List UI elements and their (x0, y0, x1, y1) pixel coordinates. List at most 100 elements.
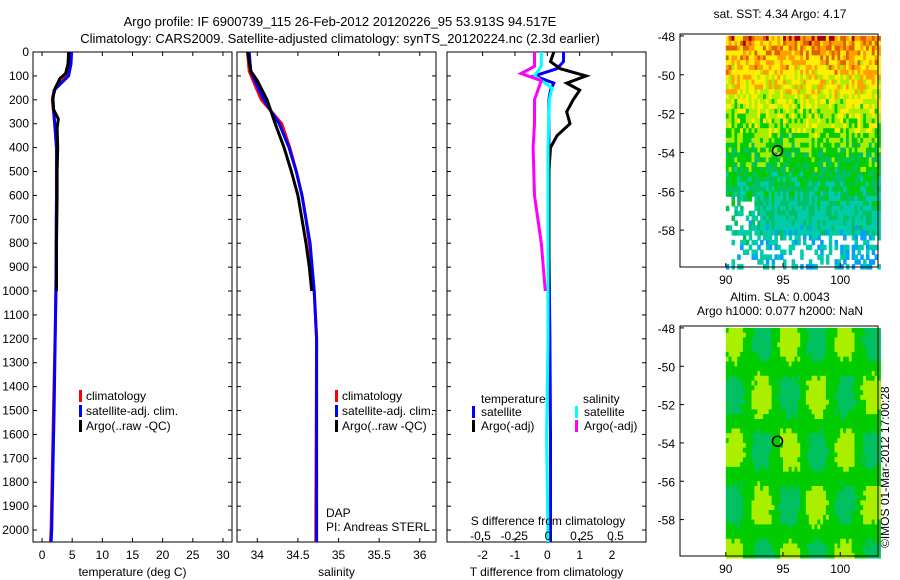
map-cell (854, 514, 858, 521)
map-cell (823, 351, 827, 358)
map-cell (868, 433, 873, 439)
map-cell (834, 210, 838, 217)
x-tick-label: 15 (126, 548, 140, 562)
map-cell (825, 414, 830, 420)
map-cell (785, 215, 790, 221)
map-cell (751, 538, 755, 545)
map-cell (834, 123, 838, 129)
map-cell (828, 171, 833, 178)
map-cell (774, 35, 778, 42)
map-cell (851, 514, 856, 521)
map-cell (800, 351, 804, 358)
map-cell (846, 157, 850, 163)
map-cell (851, 404, 856, 410)
map-cell (777, 505, 781, 511)
map-cell (871, 55, 876, 61)
map-cell (763, 225, 767, 231)
sla-map-title-1: Altim. SLA: 0.0043 (730, 290, 830, 304)
map-cell (805, 74, 810, 81)
map-cell (834, 404, 838, 410)
map-cell (734, 55, 738, 61)
map-cell (760, 74, 764, 81)
map-cell (783, 157, 787, 163)
map-cell (871, 380, 876, 386)
map-cell (800, 442, 804, 449)
map-cell (777, 79, 781, 86)
map-cell (725, 113, 730, 120)
map-cell (797, 385, 801, 391)
map-cell (837, 462, 841, 468)
map-cell (797, 235, 801, 241)
map-cell (823, 409, 827, 415)
map-cell (725, 351, 730, 358)
map-cell (768, 466, 773, 473)
map-cell (751, 486, 755, 492)
map-cell (765, 152, 770, 158)
map-cell (868, 366, 873, 372)
map-cell (800, 108, 804, 115)
map-cell (731, 347, 735, 353)
map-cell (814, 186, 818, 192)
map-cell (868, 191, 873, 197)
map-cell (794, 84, 798, 90)
map-cell (803, 176, 807, 183)
map-cell (765, 380, 770, 386)
map-cell (754, 404, 758, 410)
map-cell (877, 361, 881, 367)
map-cell (863, 500, 867, 506)
map-cell (837, 447, 841, 454)
map-cell (834, 337, 838, 343)
map-cell (866, 60, 870, 66)
map-cell (780, 361, 784, 367)
map-cell (731, 74, 735, 81)
map-cell (834, 457, 838, 463)
map-cell (737, 60, 741, 66)
map-cell (788, 380, 793, 386)
map-cell (846, 74, 850, 81)
map-cell (771, 375, 776, 382)
map-cell (797, 476, 801, 482)
map-cell (817, 399, 821, 406)
map-cell (757, 181, 761, 188)
map-cell (760, 404, 764, 410)
map-cell (848, 162, 853, 168)
map-cell (848, 519, 853, 525)
depth-tick-label: 200 (9, 93, 29, 107)
map-cell (765, 399, 770, 406)
map-cell (868, 529, 873, 535)
map-cell (737, 79, 741, 86)
map-cell (825, 137, 830, 144)
map-cell (740, 79, 744, 86)
map-cell (728, 514, 733, 521)
map-cell (877, 428, 881, 434)
map-cell (863, 390, 867, 396)
map-cell (860, 371, 864, 377)
map-cell (774, 476, 778, 482)
map-cell (871, 419, 876, 425)
map-cell (728, 529, 733, 535)
map-cell (805, 442, 810, 449)
map-cell (748, 123, 753, 129)
map-cell (863, 399, 867, 406)
map-cell (840, 404, 844, 410)
map-cell (763, 167, 767, 173)
map-cell (834, 514, 838, 521)
map-cell (791, 201, 796, 207)
map-cell (737, 147, 741, 154)
map-cell (851, 419, 856, 425)
map-cell (820, 89, 824, 95)
map-cell (754, 196, 758, 202)
map-cell (748, 108, 753, 115)
map-cell (840, 152, 844, 158)
map-cell (737, 447, 741, 454)
map-cell (854, 500, 858, 506)
map-cell (840, 409, 844, 415)
map-cell (740, 35, 744, 42)
map-cell (857, 60, 861, 66)
map-cell (742, 371, 747, 377)
map-cell (748, 186, 753, 192)
map-cell (817, 500, 821, 506)
map-cell (737, 481, 741, 487)
map-cell (840, 84, 844, 90)
map-cell (800, 438, 804, 444)
